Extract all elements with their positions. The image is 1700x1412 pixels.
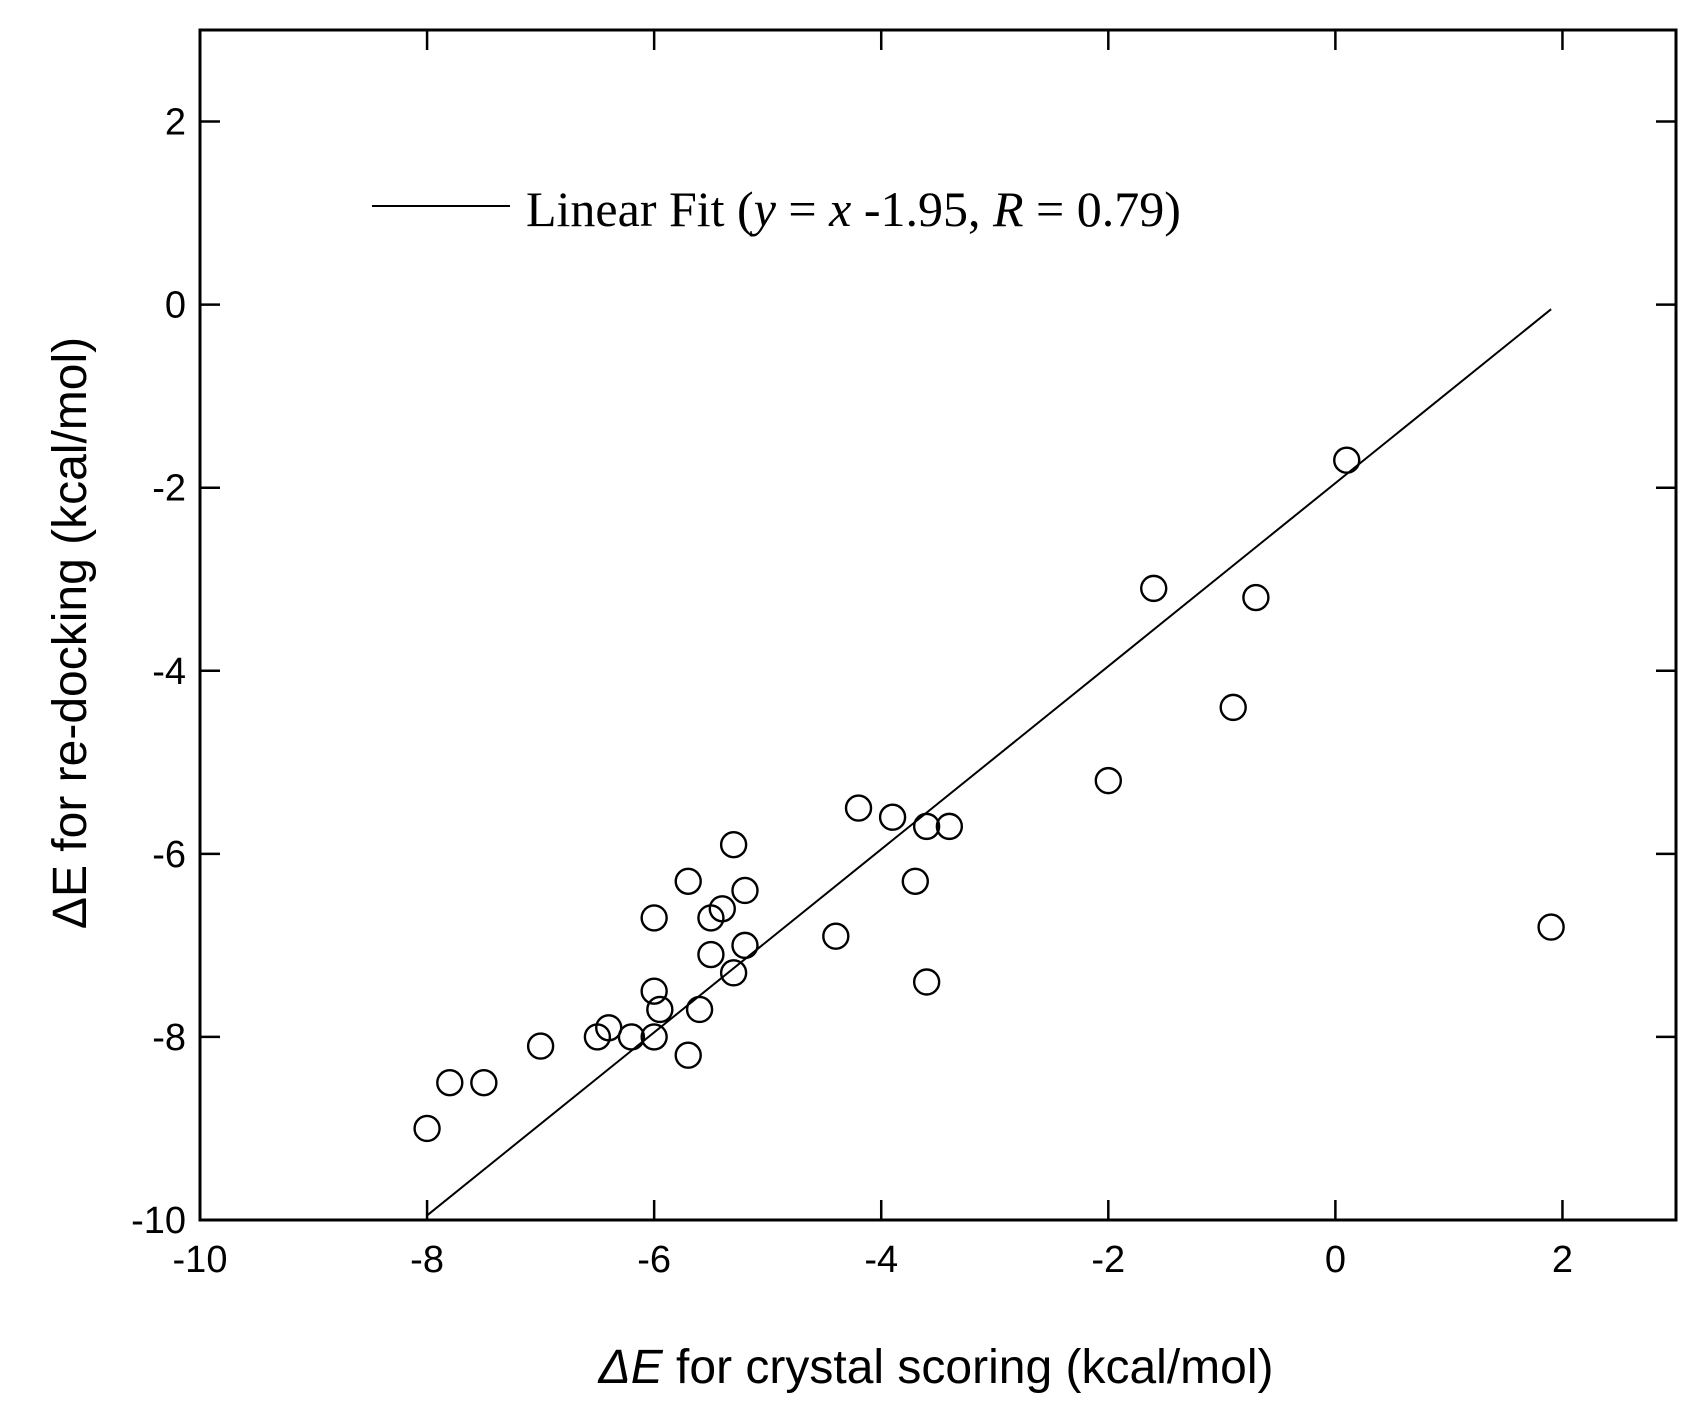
data-point [731, 931, 759, 960]
x-tick-label: -4 [864, 1239, 898, 1281]
data-point [901, 867, 929, 896]
data-point [1094, 766, 1123, 795]
x-tick-label: -8 [410, 1239, 444, 1281]
data-point [685, 995, 714, 1024]
y-tick-label: -6 [152, 834, 186, 876]
data-point [646, 995, 674, 1024]
data-point [1333, 446, 1361, 474]
legend-label: Linear Fit (y = x -1.95, R = 0.79) [526, 181, 1181, 237]
data-point [697, 940, 725, 969]
y-tick-label: 2 [165, 102, 186, 144]
data-point [878, 803, 907, 831]
data-point [1537, 913, 1565, 941]
data-point [1242, 583, 1270, 612]
data-point [674, 1041, 702, 1069]
data-point [595, 1014, 623, 1042]
data-point [436, 1068, 464, 1097]
legend: Linear Fit (y = x -1.95, R = 0.79) [372, 181, 1181, 237]
y-axis-label: ΔE for re-docking (kcal/mol) [44, 337, 97, 929]
data-point [1140, 574, 1168, 603]
data-point [1219, 693, 1247, 722]
data-point [935, 812, 964, 841]
data-point [844, 794, 873, 822]
y-tick-label: -10 [131, 1200, 186, 1242]
x-axis-label: ΔE for crystal scoring (kcal/mol) [598, 1341, 1274, 1394]
data-point [617, 1023, 646, 1051]
y-tick-label: -4 [152, 651, 186, 693]
data-point [708, 895, 736, 923]
data-point [470, 1068, 498, 1097]
x-tick-label: -2 [1091, 1239, 1125, 1281]
data-point [526, 1032, 555, 1060]
y-tick-label: -8 [152, 1017, 186, 1059]
data-point [912, 968, 941, 996]
data-point [822, 922, 850, 950]
data-point [719, 959, 748, 987]
linear-fit-line [426, 308, 1552, 1217]
data-point [413, 1114, 441, 1143]
data-points [413, 446, 1565, 1143]
data-point [912, 812, 941, 841]
data-point [640, 1023, 668, 1051]
x-tick-label: 2 [1552, 1239, 1573, 1281]
data-point [674, 867, 702, 896]
axis-ticks: -10 -8 -6 -4 -2 0 2 -10 -8 -6 -4 -2 0 2 [131, 30, 1676, 1281]
plot-frame [198, 28, 1678, 1222]
x-tick-label: -10 [173, 1239, 228, 1281]
x-tick-label: 0 [1325, 1239, 1346, 1281]
data-point [640, 977, 668, 1005]
x-tick-label: -6 [637, 1239, 671, 1281]
data-point [719, 830, 748, 859]
y-tick-label: -2 [152, 468, 186, 510]
data-point [640, 904, 668, 932]
y-tick-label: 0 [165, 285, 186, 327]
data-point [731, 876, 759, 905]
